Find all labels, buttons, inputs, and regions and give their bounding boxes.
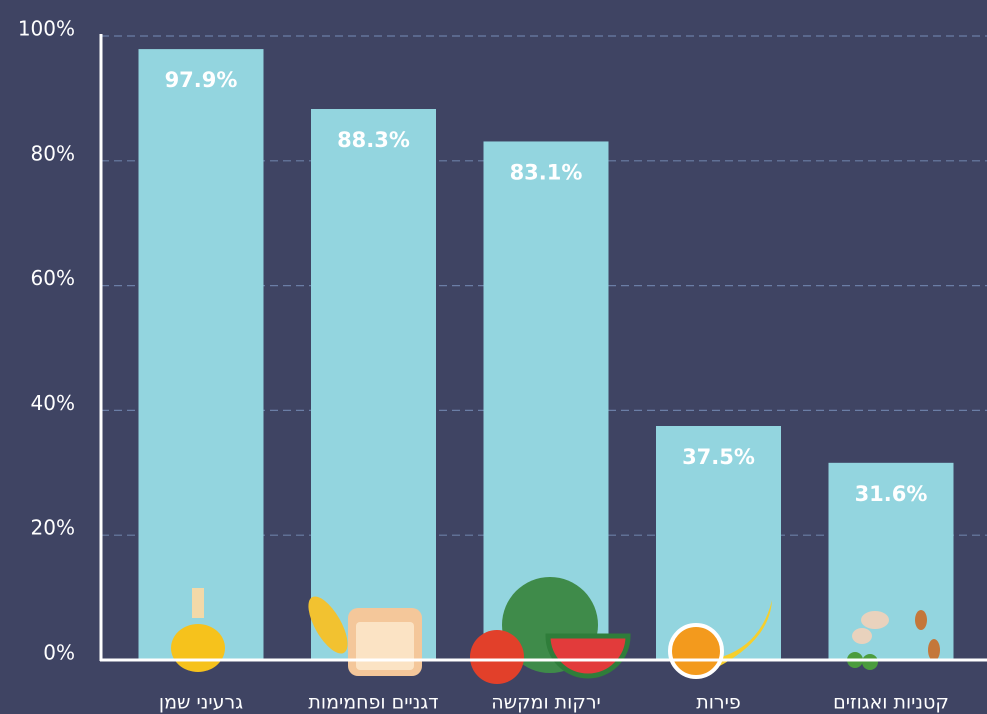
icon-almond <box>915 610 927 630</box>
icon-pea <box>862 654 878 670</box>
value-label: 31.6% <box>855 482 928 506</box>
x-tick-label: דגניים ופחמימות <box>308 692 438 714</box>
y-tick-label: 20% <box>31 516 75 540</box>
icon-bean <box>852 628 872 644</box>
y-tick-label: 60% <box>31 266 75 290</box>
icon-oil-neck <box>192 588 204 618</box>
y-tick-label: 0% <box>43 641 75 665</box>
x-tick-label: ירקות ומקשה <box>491 692 601 714</box>
value-label: 88.3% <box>337 128 410 152</box>
y-tick-label: 100% <box>18 17 75 41</box>
icon-tomato <box>470 630 524 684</box>
value-label: 97.9% <box>165 68 238 92</box>
icon-orange <box>670 625 722 677</box>
y-tick-label: 40% <box>31 391 75 415</box>
icon-bean <box>861 611 889 629</box>
value-label: 83.1% <box>510 160 583 184</box>
chart: 0% 20% 40% 60% 80% 100% גרעיני שמן 97.9% דגניים … <box>0 0 987 714</box>
value-label: 37.5% <box>682 445 755 469</box>
icon-bread-inner <box>356 622 414 670</box>
x-tick-label: פירות <box>696 692 741 714</box>
bar <box>311 109 436 660</box>
icon-oil-jar <box>171 624 225 672</box>
icon-almond <box>928 639 940 661</box>
x-tick-label: קטניות ואגוזים <box>833 692 949 714</box>
x-tick-label: גרעיני שמן <box>159 692 243 714</box>
bar <box>139 49 264 660</box>
y-tick-label: 80% <box>31 141 75 165</box>
